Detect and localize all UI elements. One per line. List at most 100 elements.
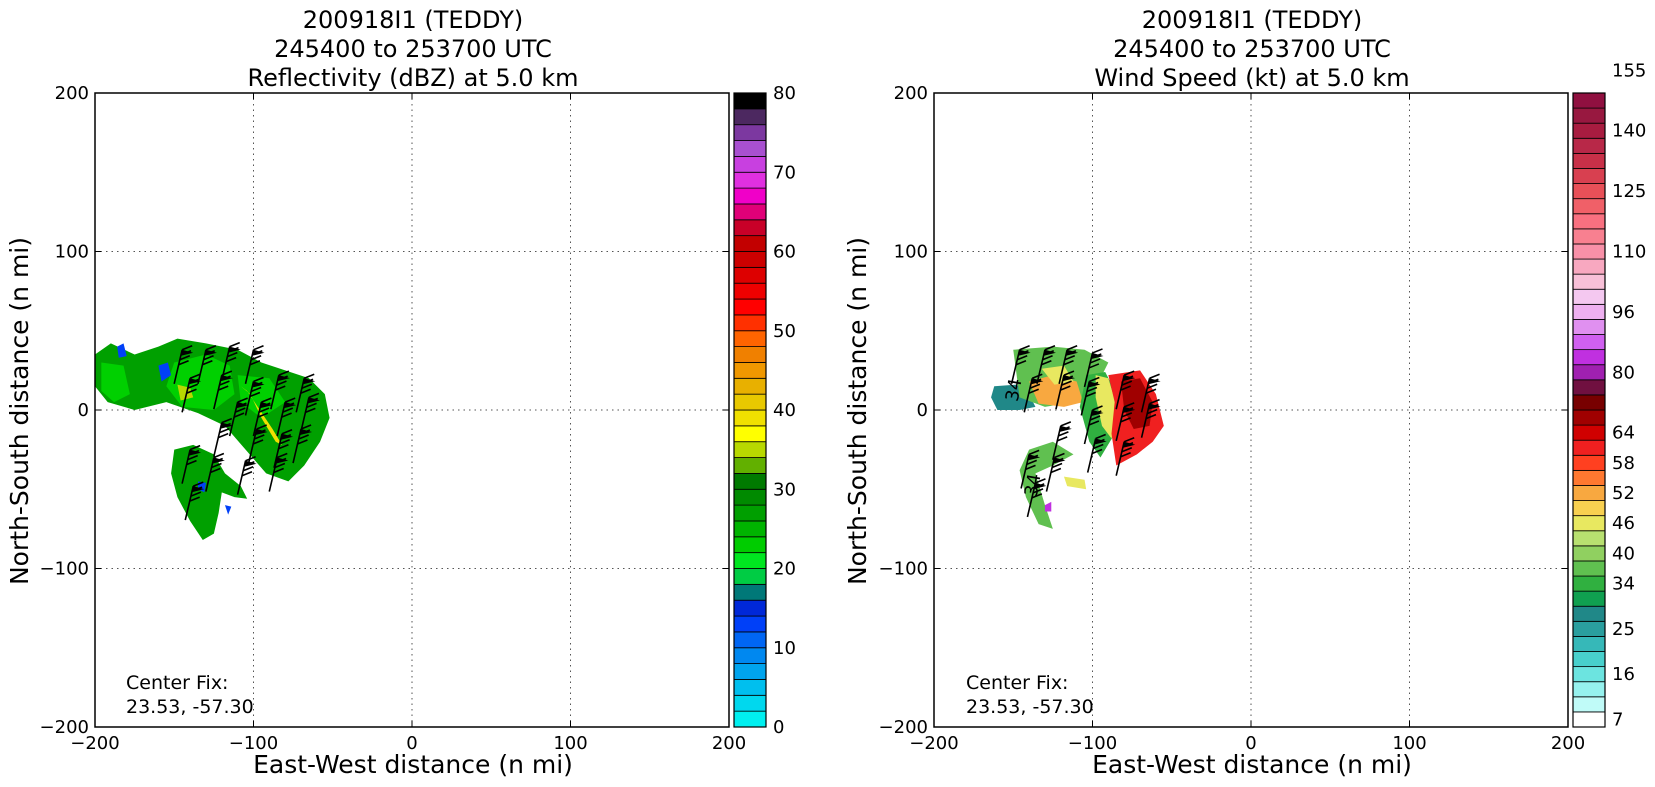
colorbar-bin — [1572, 243, 1606, 260]
colorbar-bin — [733, 140, 767, 157]
colorbar-bin — [1572, 666, 1606, 683]
colorbar-bin — [1572, 605, 1606, 622]
colorbar-tick-label: 7 — [1612, 709, 1623, 730]
contour-label: 34 — [1002, 377, 1027, 403]
x-tick-label: 0 — [1245, 733, 1256, 754]
colorbar-bin — [1572, 258, 1606, 275]
y-tick-label: −100 — [40, 559, 89, 580]
wind-barb — [295, 373, 316, 413]
plot-frame — [933, 92, 1569, 728]
colorbar-tick-label: 96 — [1612, 302, 1635, 323]
colorbar-bin — [733, 393, 767, 411]
chart-title-line-1: 200918I1 (TEDDY) — [1142, 6, 1362, 34]
colorbar-bin — [1572, 575, 1606, 592]
colorbar-bin — [1572, 485, 1606, 501]
colorbar-bin — [1572, 545, 1606, 562]
colorbar-bin — [733, 472, 767, 490]
chart-title-line-3: Reflectivity (dBZ) at 5.0 km — [248, 64, 579, 92]
center-fix-value: 23.53, -57.30 — [126, 696, 254, 718]
wind-barbs — [173, 341, 320, 521]
wind-barb — [244, 345, 265, 384]
field-cell — [1121, 378, 1153, 430]
colorbar-bin — [733, 203, 767, 221]
y-tick-label: 200 — [55, 83, 89, 104]
colorbar-bin — [733, 457, 767, 474]
colorbar-tick-label: 60 — [773, 242, 796, 263]
y-tick-label: 0 — [917, 400, 928, 421]
center-fix-value: 23.53, -57.30 — [966, 696, 1094, 718]
colorbar-bin — [733, 583, 767, 601]
contour-label: 34 — [1021, 472, 1046, 498]
colorbar-bin — [1572, 590, 1606, 607]
colorbar-bin — [1572, 228, 1606, 245]
wind-barb — [228, 397, 249, 437]
colorbar: 0 10 20 30 40 50 60 70 80 — [733, 83, 796, 738]
colorbar-bin — [733, 694, 767, 712]
wind-barb — [173, 345, 194, 384]
wind-barb — [213, 370, 233, 410]
field-cell — [177, 384, 194, 401]
colorbar-bin — [733, 488, 767, 506]
colorbar-tick-label: 0 — [773, 717, 784, 738]
x-tick-label: −200 — [70, 733, 119, 754]
colorbar-bin — [733, 615, 767, 633]
field-cell — [1044, 501, 1052, 512]
colorbar-bin — [1572, 152, 1606, 169]
colorbar-tick-label: 16 — [1612, 664, 1635, 685]
x-tick-label: 100 — [553, 733, 587, 754]
colorbar-bin — [733, 441, 767, 458]
field-cell — [117, 343, 127, 358]
colorbar-bin — [733, 520, 767, 538]
colorbar-bin — [733, 314, 767, 332]
colorbar-bin — [1572, 454, 1606, 471]
colorbar-bin — [1572, 288, 1606, 305]
colorbar-bin — [1572, 439, 1606, 456]
colorbar-bin — [1572, 620, 1606, 637]
field-cell — [1019, 441, 1074, 529]
chart-title-line-1: 200918I1 (TEDDY) — [303, 6, 523, 34]
colorbar-tick-label: 50 — [773, 321, 796, 342]
x-tick-label: 200 — [712, 733, 746, 754]
wind-barb — [213, 417, 233, 457]
colorbar-bin — [1572, 273, 1606, 290]
colorbar-bin — [1572, 409, 1606, 426]
chart-title-line-2: 245400 to 253700 UTC — [274, 35, 552, 63]
x-tick-label: −100 — [229, 733, 278, 754]
colorbar-bin — [1572, 107, 1606, 124]
colorbar-bin — [1572, 500, 1606, 517]
colorbar-bin — [733, 187, 767, 205]
colorbar-bin — [733, 710, 767, 728]
wind-barb — [276, 397, 297, 437]
wind-barbs — [1010, 345, 1161, 518]
colorbar-bin — [733, 346, 767, 363]
colorbar-bin — [733, 108, 767, 126]
colorbar-bin — [733, 235, 767, 252]
wind-barb — [1052, 421, 1072, 461]
wind-barb — [1083, 405, 1104, 445]
center-fix-label: Center Fix: — [126, 672, 228, 694]
colorbar-bin — [1572, 696, 1606, 713]
wind-barb — [244, 376, 265, 416]
colorbar-tick-label: 30 — [773, 479, 796, 500]
colorbar-bin — [1572, 349, 1606, 366]
colorbar-bin — [1572, 711, 1606, 728]
axis-ticks: −200 −100 0 100 200 −200 −100 0 100 200 — [879, 83, 1586, 754]
colorbar-bin — [733, 330, 767, 348]
colorbar-bin — [733, 155, 767, 173]
colorbar-bin — [1572, 469, 1606, 486]
chart-title-line-3: Wind Speed (kt) at 5.0 km — [1094, 64, 1409, 92]
colorbar-bin — [733, 251, 767, 268]
y-axis-label: North-South distance (n mi) — [843, 237, 872, 585]
wind-barb — [181, 373, 202, 413]
colorbar-bin — [733, 568, 767, 585]
field-cell — [237, 375, 286, 418]
wind-barb — [300, 392, 320, 432]
wind-barb — [270, 370, 290, 410]
wind-barb — [273, 429, 294, 468]
colorbar-bin — [1572, 560, 1606, 577]
colorbar-tick-label: 155 — [1612, 60, 1646, 81]
colorbar-bin — [1572, 515, 1606, 532]
wind-barb — [1083, 348, 1104, 388]
wind-barb — [1080, 376, 1101, 416]
colorbar-bin — [1572, 379, 1606, 396]
